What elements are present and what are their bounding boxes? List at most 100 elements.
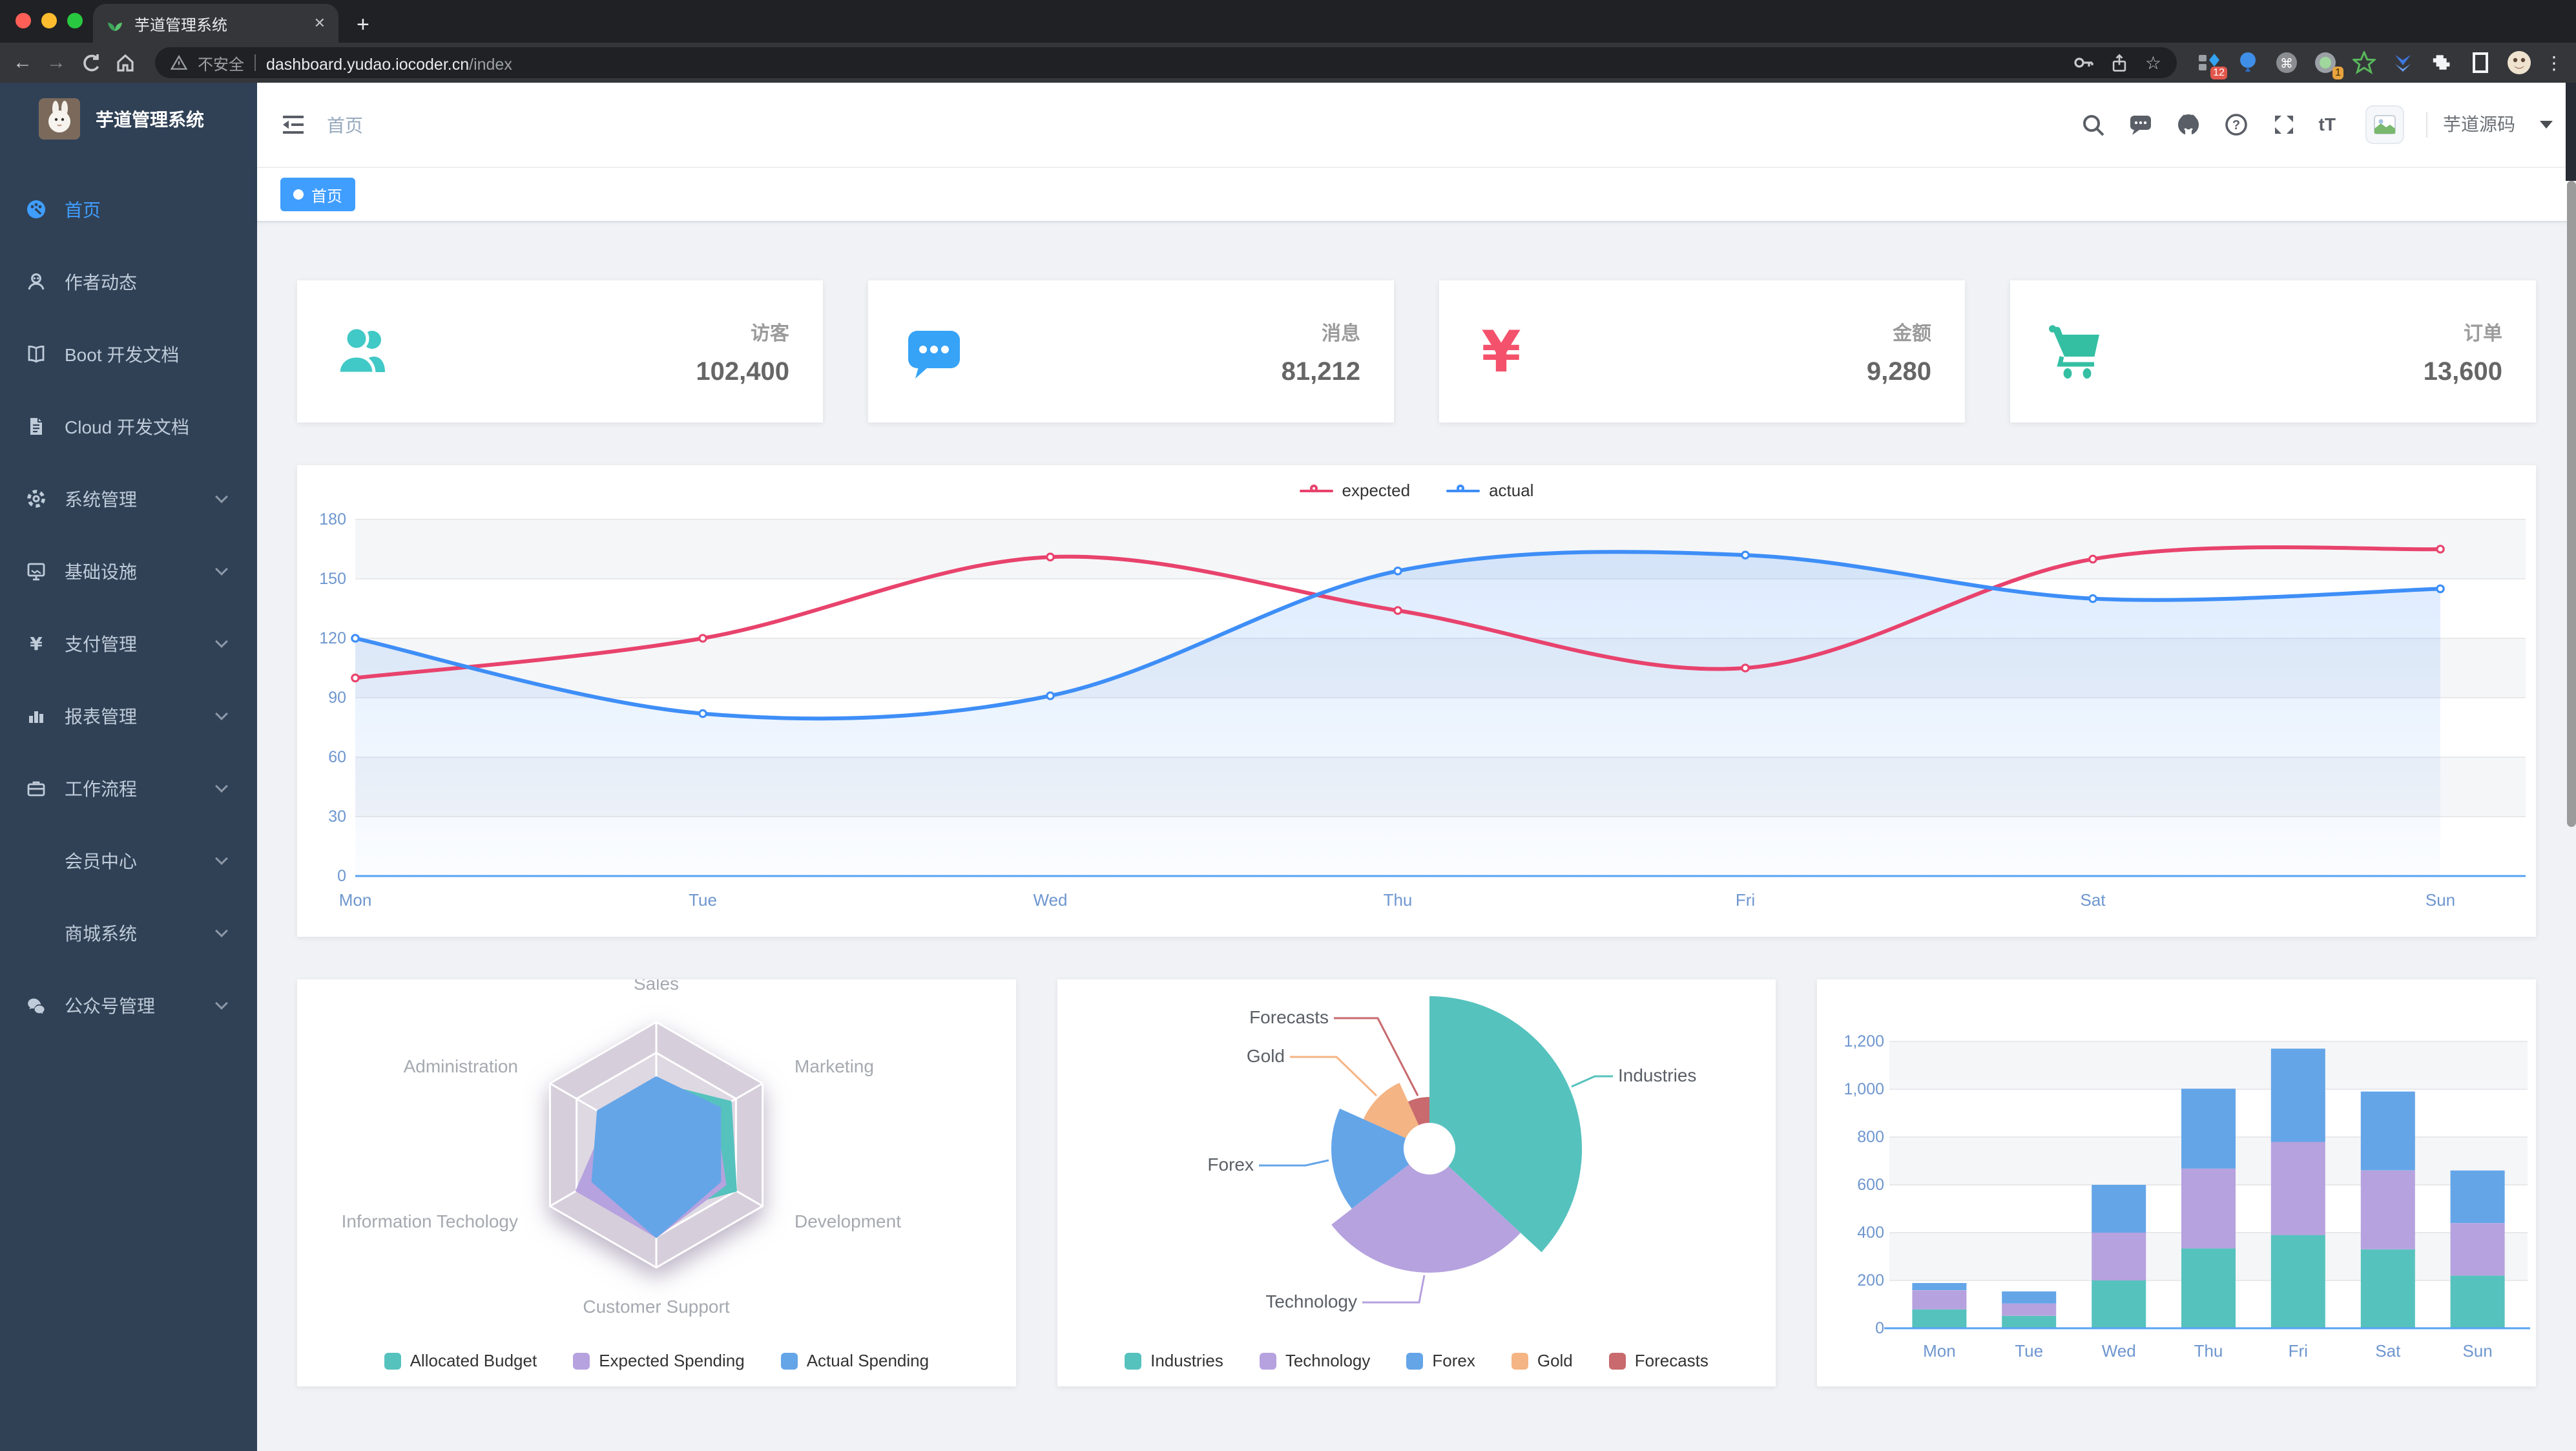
sidebar-item-10[interactable]: 商城系统 [0, 897, 257, 969]
sidebar-item-1[interactable]: 作者动态 [0, 245, 257, 318]
caret-down-icon[interactable] [2540, 121, 2553, 129]
url-divider [254, 54, 256, 71]
extension-grid-icon[interactable]: 12 [2196, 50, 2227, 79]
address-bar[interactable]: 不安全 dashboard.yudao.iocoder.cn/index ☆ [155, 47, 2177, 78]
new-tab-button[interactable]: + [357, 12, 369, 37]
legend-item-actual[interactable]: actual [1446, 481, 1533, 501]
window-controls [16, 13, 83, 28]
legend-item-Forex[interactable]: Forex [1406, 1351, 1475, 1371]
breadcrumb[interactable]: 首页 [327, 116, 364, 136]
minimize-window-icon[interactable] [41, 13, 57, 28]
security-label[interactable]: 不安全 [198, 56, 244, 74]
username[interactable]: 芋道源码 [2425, 112, 2515, 138]
font-size-icon[interactable]: tT [2318, 114, 2336, 134]
bookmark-star-icon[interactable]: ☆ [2145, 52, 2161, 73]
fullscreen-icon[interactable] [2271, 112, 2297, 138]
stat-card-3[interactable]: 订单 13,600 [2010, 280, 2536, 423]
extension-star-icon[interactable] [2351, 50, 2377, 76]
radar-chart-panel: Sales Administration Information Techology… [297, 979, 1016, 1386]
svg-text:1,000: 1,000 [1844, 1080, 1885, 1098]
radar-chart[interactable]: Sales Administration Information Techology… [297, 979, 1016, 1386]
share-icon[interactable] [2109, 52, 2130, 74]
extension-panel-icon[interactable] [2467, 50, 2493, 76]
stat-card-1[interactable]: 消息 81,212 [868, 280, 1394, 423]
scrollbar-thumb[interactable] [2567, 181, 2576, 827]
scrollbar-track-top [2566, 83, 2576, 181]
maximize-window-icon[interactable] [67, 13, 83, 28]
legend-item-2[interactable]: Actual Spending [780, 1351, 929, 1371]
reload-icon[interactable] [80, 52, 101, 73]
legend-item-Technology[interactable]: Technology [1259, 1351, 1370, 1371]
tab-close-icon[interactable]: ✕ [313, 15, 326, 31]
stat-card-2[interactable]: ¥ 金额 9,280 [1439, 280, 1965, 423]
sidebar-item-9[interactable]: 会员中心 [0, 824, 257, 897]
bar-chart[interactable]: 0 200 400 600 800 1,000 1,200 Mon Tue Wed Thu Fri Sa… [1817, 979, 2536, 1386]
legend-item-0[interactable]: Allocated Budget [384, 1351, 537, 1371]
extension-circle-icon[interactable]: 1 [2312, 50, 2343, 79]
browser-tab[interactable]: 芋道管理系统 ✕ [93, 4, 338, 43]
legend-item-Forecasts[interactable]: Forecasts [1608, 1351, 1709, 1371]
tag-home[interactable]: 首页 [280, 178, 355, 211]
stat-value: 102,400 [696, 357, 789, 386]
chevron-down-icon [215, 780, 228, 793]
svg-text:¥: ¥ [1481, 320, 1521, 382]
dashboard-content: 访客 102,400 消息 81,212 ¥ 金额 9,280 订单 13,600 expect… [257, 222, 2576, 1451]
svg-text:Forecasts: Forecasts [1249, 1007, 1329, 1027]
legend-item-Industries[interactable]: Industries [1125, 1351, 1223, 1371]
sidebar-item-7[interactable]: 报表管理 [0, 680, 257, 752]
forward-icon[interactable]: → [47, 52, 66, 73]
sidebar-item-6[interactable]: ¥ 支付管理 [0, 607, 257, 680]
close-window-icon[interactable] [16, 13, 31, 28]
gear-icon [26, 488, 47, 509]
profile-avatar-icon[interactable] [2506, 50, 2532, 76]
extension-chevrons-icon[interactable] [2390, 50, 2416, 76]
money-icon: ¥ [1473, 320, 1530, 382]
search-icon[interactable] [2080, 112, 2106, 138]
back-icon[interactable]: ← [13, 52, 32, 73]
stat-value: 81,212 [1281, 357, 1360, 386]
line-chart[interactable]: 0 30 60 90 120 150 180 Mon Tue Wed Thu Fri Sat Sun [297, 465, 2536, 937]
svg-text:Customer Support: Customer Support [583, 1297, 729, 1317]
svg-text:Thu: Thu [1384, 890, 1413, 910]
sidebar-item-label: 首页 [65, 200, 101, 220]
legend-item-Gold[interactable]: Gold [1511, 1351, 1573, 1371]
svg-text:800: 800 [1858, 1128, 1885, 1146]
password-key-icon[interactable] [2073, 52, 2093, 74]
browser-menu-icon[interactable]: ⋮ [2545, 52, 2563, 73]
sidebar-item-label: 工作流程 [65, 779, 138, 799]
sidebar-item-5[interactable]: 基础设施 [0, 535, 257, 607]
line-chart-legend: expected actual [297, 481, 2536, 501]
pie-chart[interactable]: Industries Technology Forex Gold Forecasts [1057, 979, 1776, 1386]
svg-text:0: 0 [1875, 1319, 1884, 1337]
sidebar-item-2[interactable]: Boot 开发文档 [0, 318, 257, 390]
home-icon[interactable] [115, 52, 136, 73]
extension-balloon-icon[interactable] [2235, 50, 2261, 76]
tab-title: 芋道管理系统 [134, 16, 227, 34]
extension-badge: 1 [2332, 67, 2343, 79]
svg-text:Administration: Administration [404, 1056, 518, 1076]
hamburger-icon[interactable] [280, 114, 306, 136]
sidebar-item-11[interactable]: 公众号管理 [0, 969, 257, 1041]
document-icon [26, 416, 47, 437]
svg-text:Sun: Sun [2463, 1341, 2493, 1361]
extensions-puzzle-icon[interactable] [2429, 50, 2455, 76]
stat-card-0[interactable]: 访客 102,400 [297, 280, 823, 423]
stat-cards-row: 访客 102,400 消息 81,212 ¥ 金额 9,280 订单 13,600 [297, 280, 2536, 423]
page-scrollbar[interactable] [2566, 83, 2576, 1451]
extension-command-icon[interactable]: ⌘ [2274, 50, 2300, 76]
sidebar-item-4[interactable]: 系统管理 [0, 463, 257, 535]
message-icon[interactable] [2128, 112, 2154, 138]
sidebar-item-8[interactable]: 工作流程 [0, 752, 257, 824]
legend-item-1[interactable]: Expected Spending [573, 1351, 745, 1371]
url-host: dashboard.yudao.iocoder.cn [266, 55, 470, 74]
github-icon[interactable] [2176, 112, 2201, 138]
sidebar-item-0[interactable]: 首页 [0, 173, 257, 245]
sidebar-item-3[interactable]: Cloud 开发文档 [0, 390, 257, 463]
top-navbar: 首页 ? tT 芋道源码 [257, 83, 2576, 168]
user-avatar[interactable] [2365, 105, 2404, 144]
legend-item-expected[interactable]: expected [1299, 481, 1410, 501]
app-logo[interactable]: 芋道管理系统 [0, 83, 257, 155]
sidebar-item-label: 系统管理 [65, 490, 138, 510]
shopping-icon [2044, 320, 2108, 382]
help-icon[interactable]: ? [2223, 112, 2249, 138]
